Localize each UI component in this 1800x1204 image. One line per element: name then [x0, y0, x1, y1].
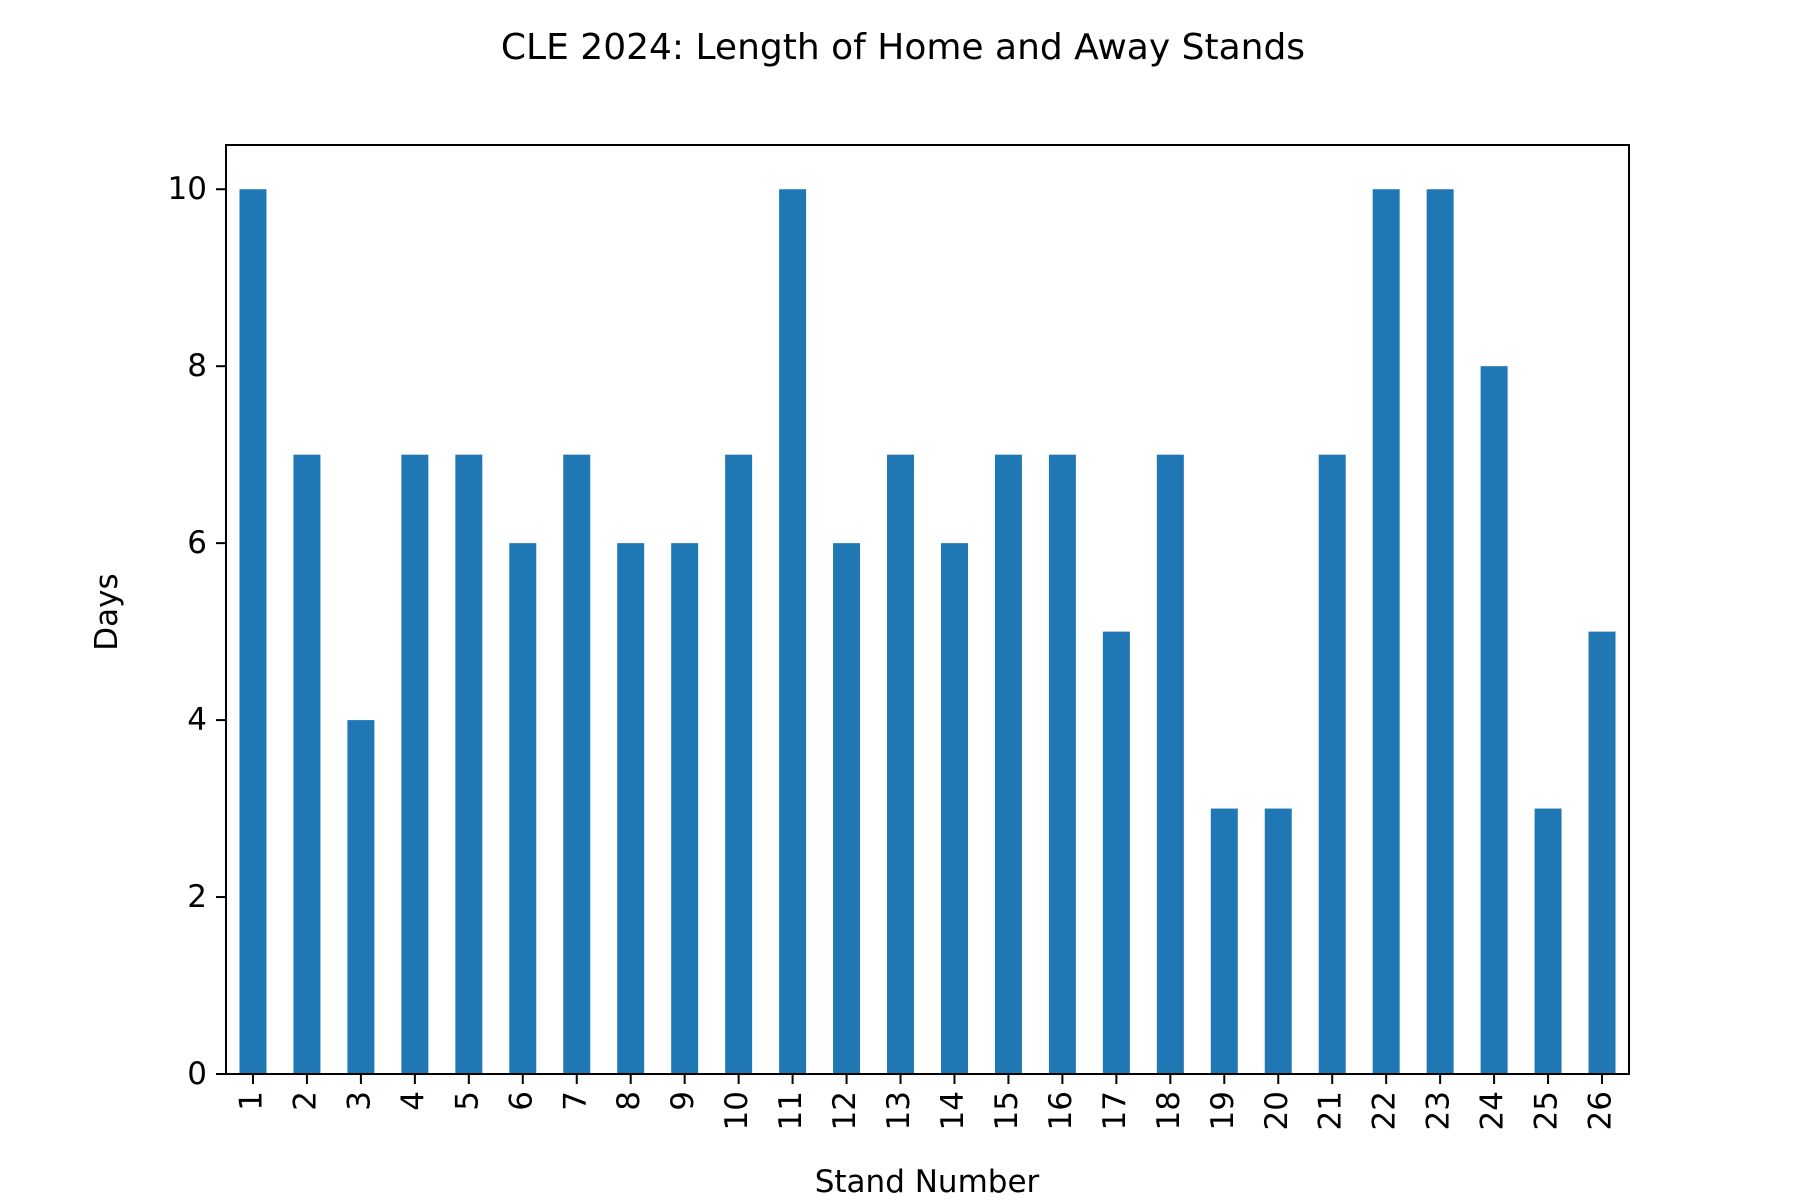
x-tick-label: 2 [287, 1091, 323, 1111]
x-tick-label: 22 [1367, 1091, 1403, 1130]
bar-stand-6 [509, 543, 537, 1074]
x-tick-label: 5 [449, 1091, 485, 1111]
x-axis-label: Stand Number [815, 1164, 1040, 1200]
y-tick-label: 8 [187, 348, 207, 384]
bar-stand-21 [1318, 454, 1346, 1074]
x-tick-label: 26 [1583, 1091, 1619, 1130]
bar-stand-12 [833, 543, 861, 1074]
bar-stand-25 [1534, 808, 1562, 1074]
bar-stand-2 [293, 454, 321, 1074]
x-tick-label: 15 [989, 1091, 1025, 1130]
x-tick-label: 10 [719, 1091, 755, 1130]
x-tick-label: 12 [827, 1091, 863, 1130]
x-tick-label: 24 [1475, 1091, 1511, 1130]
bar-stand-5 [455, 454, 483, 1074]
x-tick-label: 11 [773, 1091, 809, 1130]
y-tick-label: 10 [168, 171, 207, 207]
bar-stand-19 [1210, 808, 1238, 1074]
x-tick-label: 6 [503, 1091, 539, 1111]
bar-stand-20 [1264, 808, 1292, 1074]
y-tick-label: 6 [187, 525, 207, 561]
bar-stand-4 [401, 454, 429, 1074]
x-tick-label: 21 [1313, 1091, 1349, 1130]
bar-stand-13 [887, 454, 915, 1074]
bar-stand-7 [563, 454, 591, 1074]
x-axis-ticks: 1 2 3 4 5 6 7 8 9 10 11 12 13 14 15 16 17 18 19 20 21 22 23 24 2… [233, 1074, 1619, 1130]
x-tick-label: 9 [665, 1091, 701, 1111]
x-tick-label: 17 [1097, 1091, 1133, 1130]
plot-area-frame [225, 144, 1630, 1075]
x-tick-label: 16 [1043, 1091, 1079, 1130]
x-tick-label: 23 [1421, 1091, 1457, 1130]
x-tick-label: 4 [395, 1091, 431, 1111]
bars-group [239, 189, 1616, 1075]
x-tick-label: 3 [341, 1091, 377, 1111]
x-tick-label: 1 [233, 1091, 269, 1111]
x-tick-label: 20 [1259, 1091, 1295, 1130]
bar-stand-17 [1102, 631, 1130, 1074]
x-tick-label: 14 [935, 1091, 971, 1130]
bar-stand-18 [1156, 454, 1184, 1074]
bar-stand-15 [994, 454, 1022, 1074]
x-tick-label: 25 [1529, 1091, 1565, 1130]
y-axis-label: Days [89, 573, 125, 650]
x-tick-label: 19 [1205, 1091, 1241, 1130]
bar-stand-26 [1588, 631, 1616, 1074]
x-tick-label: 8 [611, 1091, 647, 1111]
bar-stand-9 [671, 543, 699, 1074]
y-tick-label: 4 [187, 702, 207, 738]
bar-stand-8 [617, 543, 645, 1074]
y-tick-label: 0 [187, 1056, 207, 1092]
bar-stand-16 [1048, 454, 1076, 1074]
x-tick-label: 7 [557, 1091, 593, 1111]
bar-stand-22 [1372, 189, 1400, 1075]
bar-stand-11 [779, 189, 807, 1075]
bar-stand-3 [347, 720, 375, 1074]
bar-stand-14 [940, 543, 968, 1074]
bar-stand-23 [1426, 189, 1454, 1075]
x-tick-label: 18 [1151, 1091, 1187, 1130]
y-axis-ticks: 0 2 4 6 8 10 [168, 171, 226, 1092]
bar-stand-1 [239, 189, 267, 1075]
bar-stand-10 [725, 454, 753, 1074]
chart-title: CLE 2024: Length of Home and Away Stands [501, 27, 1305, 68]
x-tick-label: 13 [881, 1091, 917, 1130]
y-tick-label: 2 [187, 879, 207, 915]
bar-stand-24 [1480, 366, 1508, 1074]
